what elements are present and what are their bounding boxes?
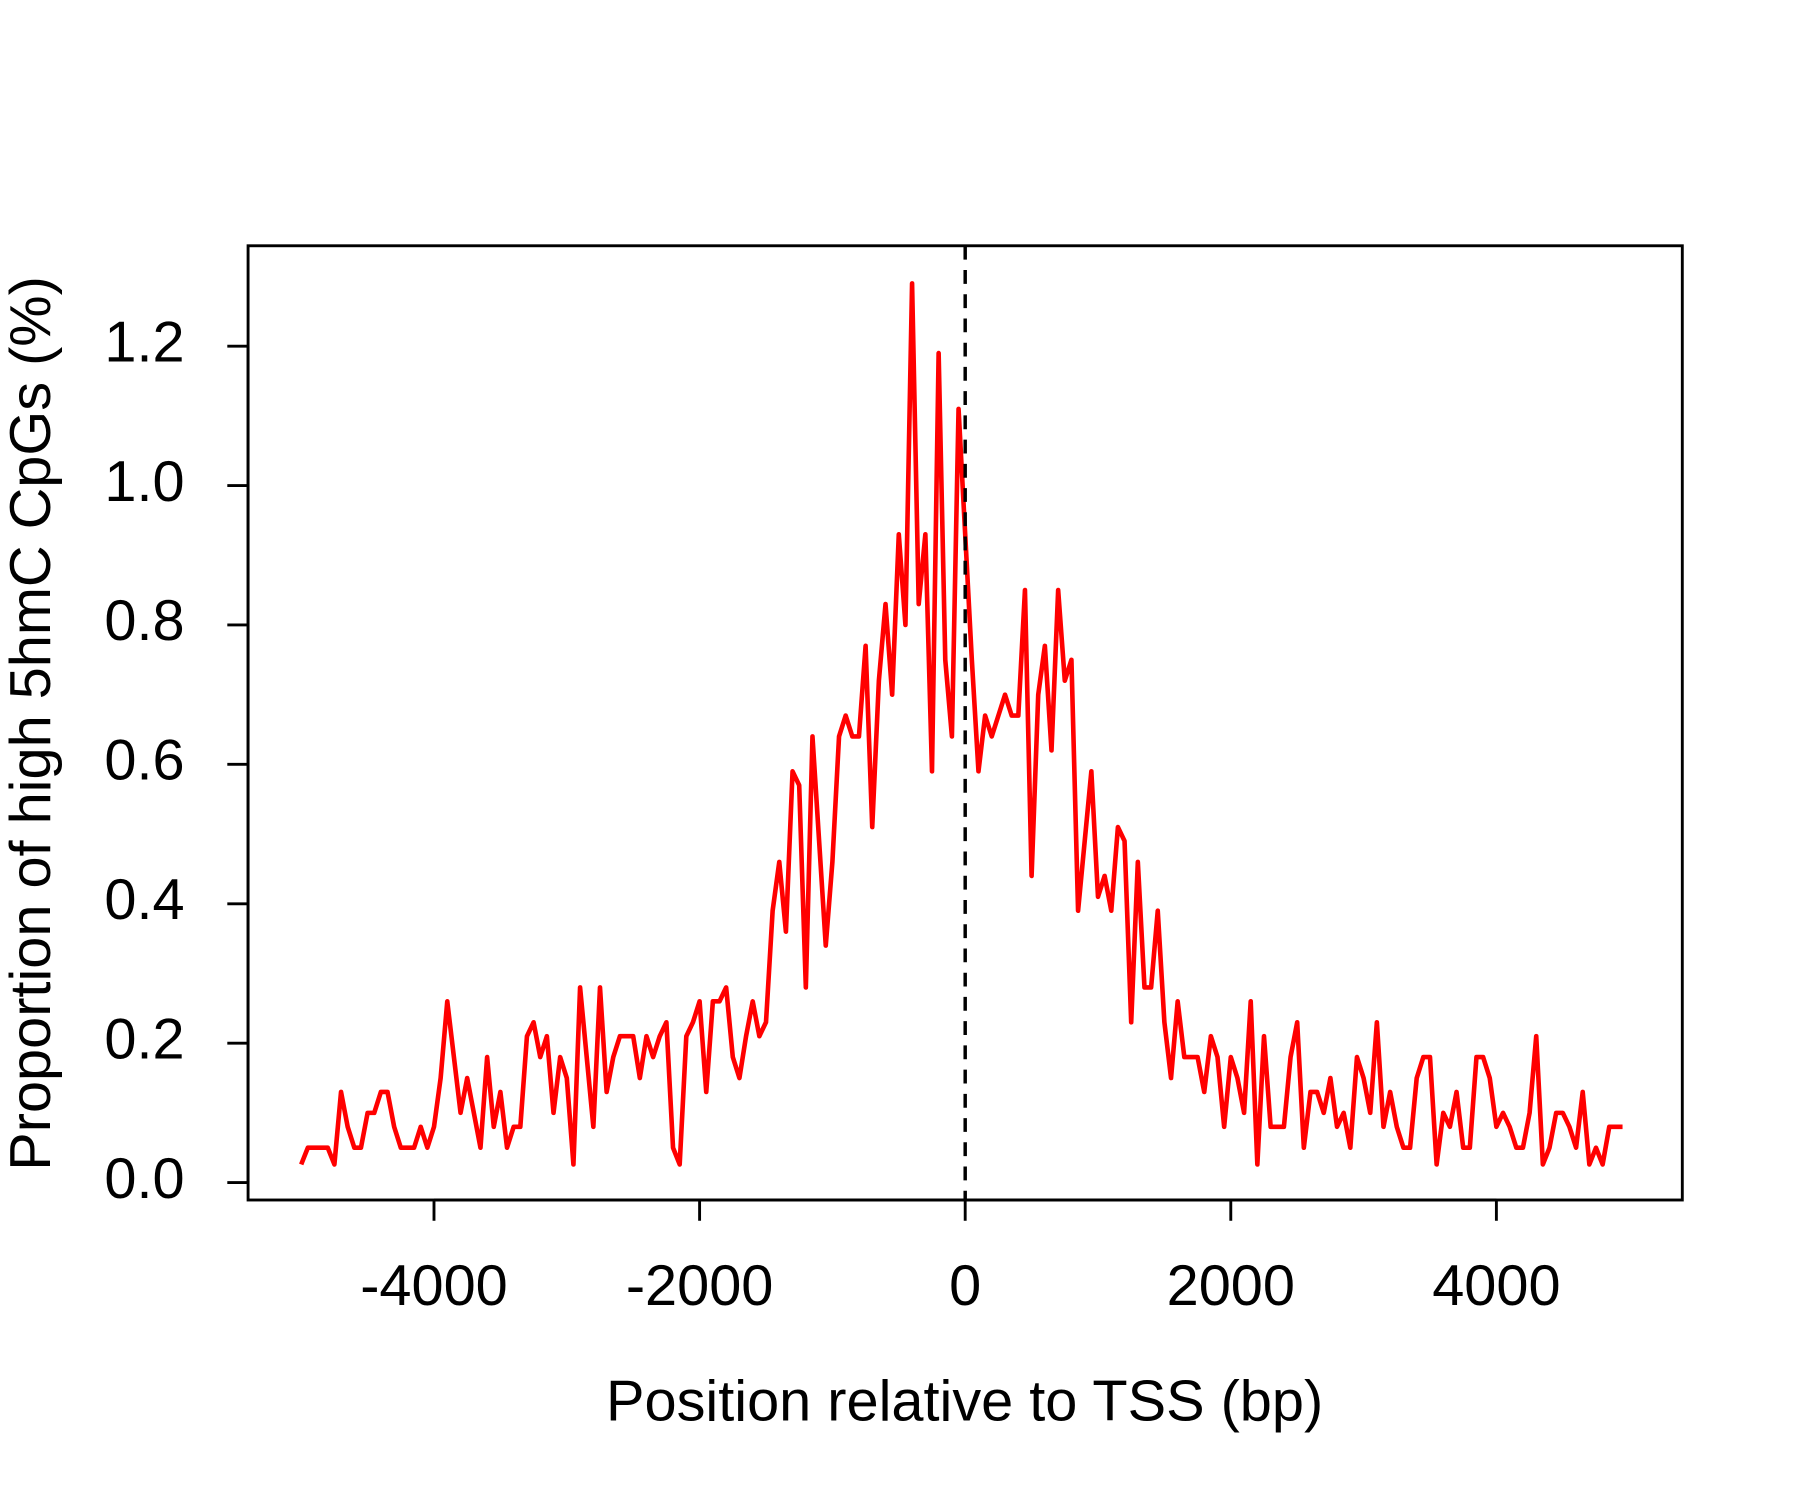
x-axis-title: Position relative to TSS (bp) — [606, 1370, 1323, 1434]
x-tick-label: 2000 — [1167, 1254, 1295, 1318]
y-tick-label: 0.0 — [104, 1147, 184, 1211]
y-tick-label: 0.8 — [104, 589, 184, 653]
y-tick-label: 1.2 — [104, 310, 184, 374]
x-tick-label: -2000 — [626, 1254, 774, 1318]
y-tick-label: 1.0 — [104, 450, 184, 514]
y-tick-label: 0.2 — [104, 1007, 184, 1071]
data-line — [299, 281, 1623, 1167]
y-tick-label: 0.6 — [104, 729, 184, 793]
y-tick-label: 0.4 — [104, 868, 184, 932]
x-tick-label: 0 — [949, 1254, 981, 1318]
x-tick-label: 4000 — [1432, 1254, 1560, 1318]
y-axis-title: Proportion of high 5hmC CpGs (%) — [0, 276, 63, 1171]
x-tick-label: -4000 — [360, 1254, 508, 1318]
